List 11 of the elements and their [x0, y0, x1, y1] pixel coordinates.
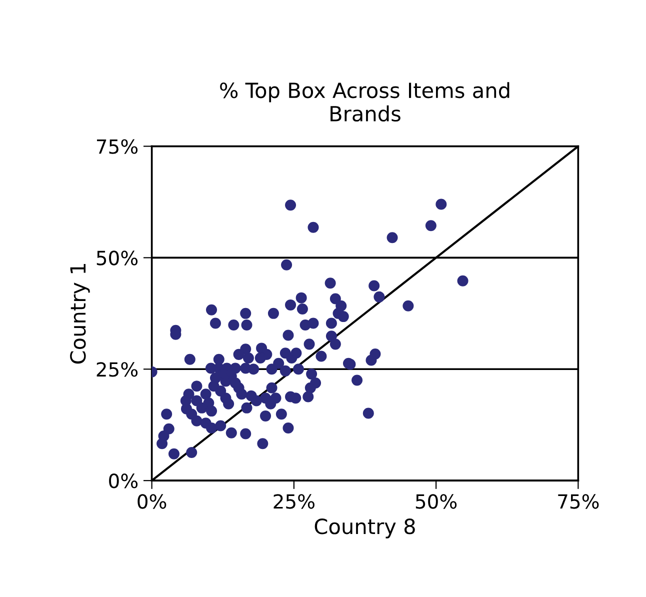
- chart-title: % Top Box Across Items and Brands: [220, 82, 510, 122]
- x-tick-label: 75%: [558, 494, 599, 509]
- x-tick-label: 25%: [274, 494, 314, 509]
- y-tick-label: 50%: [96, 250, 138, 266]
- y-axis-title: Country 1: [70, 264, 90, 364]
- x-tick-label: 0%: [138, 494, 166, 509]
- x-tick-label: 50%: [416, 494, 457, 509]
- y-tick-label: 75%: [96, 139, 138, 154]
- x-axis-title: Country 8: [314, 518, 415, 538]
- y-tick-label: 25%: [96, 362, 138, 377]
- y-tick-label: 0%: [109, 474, 138, 488]
